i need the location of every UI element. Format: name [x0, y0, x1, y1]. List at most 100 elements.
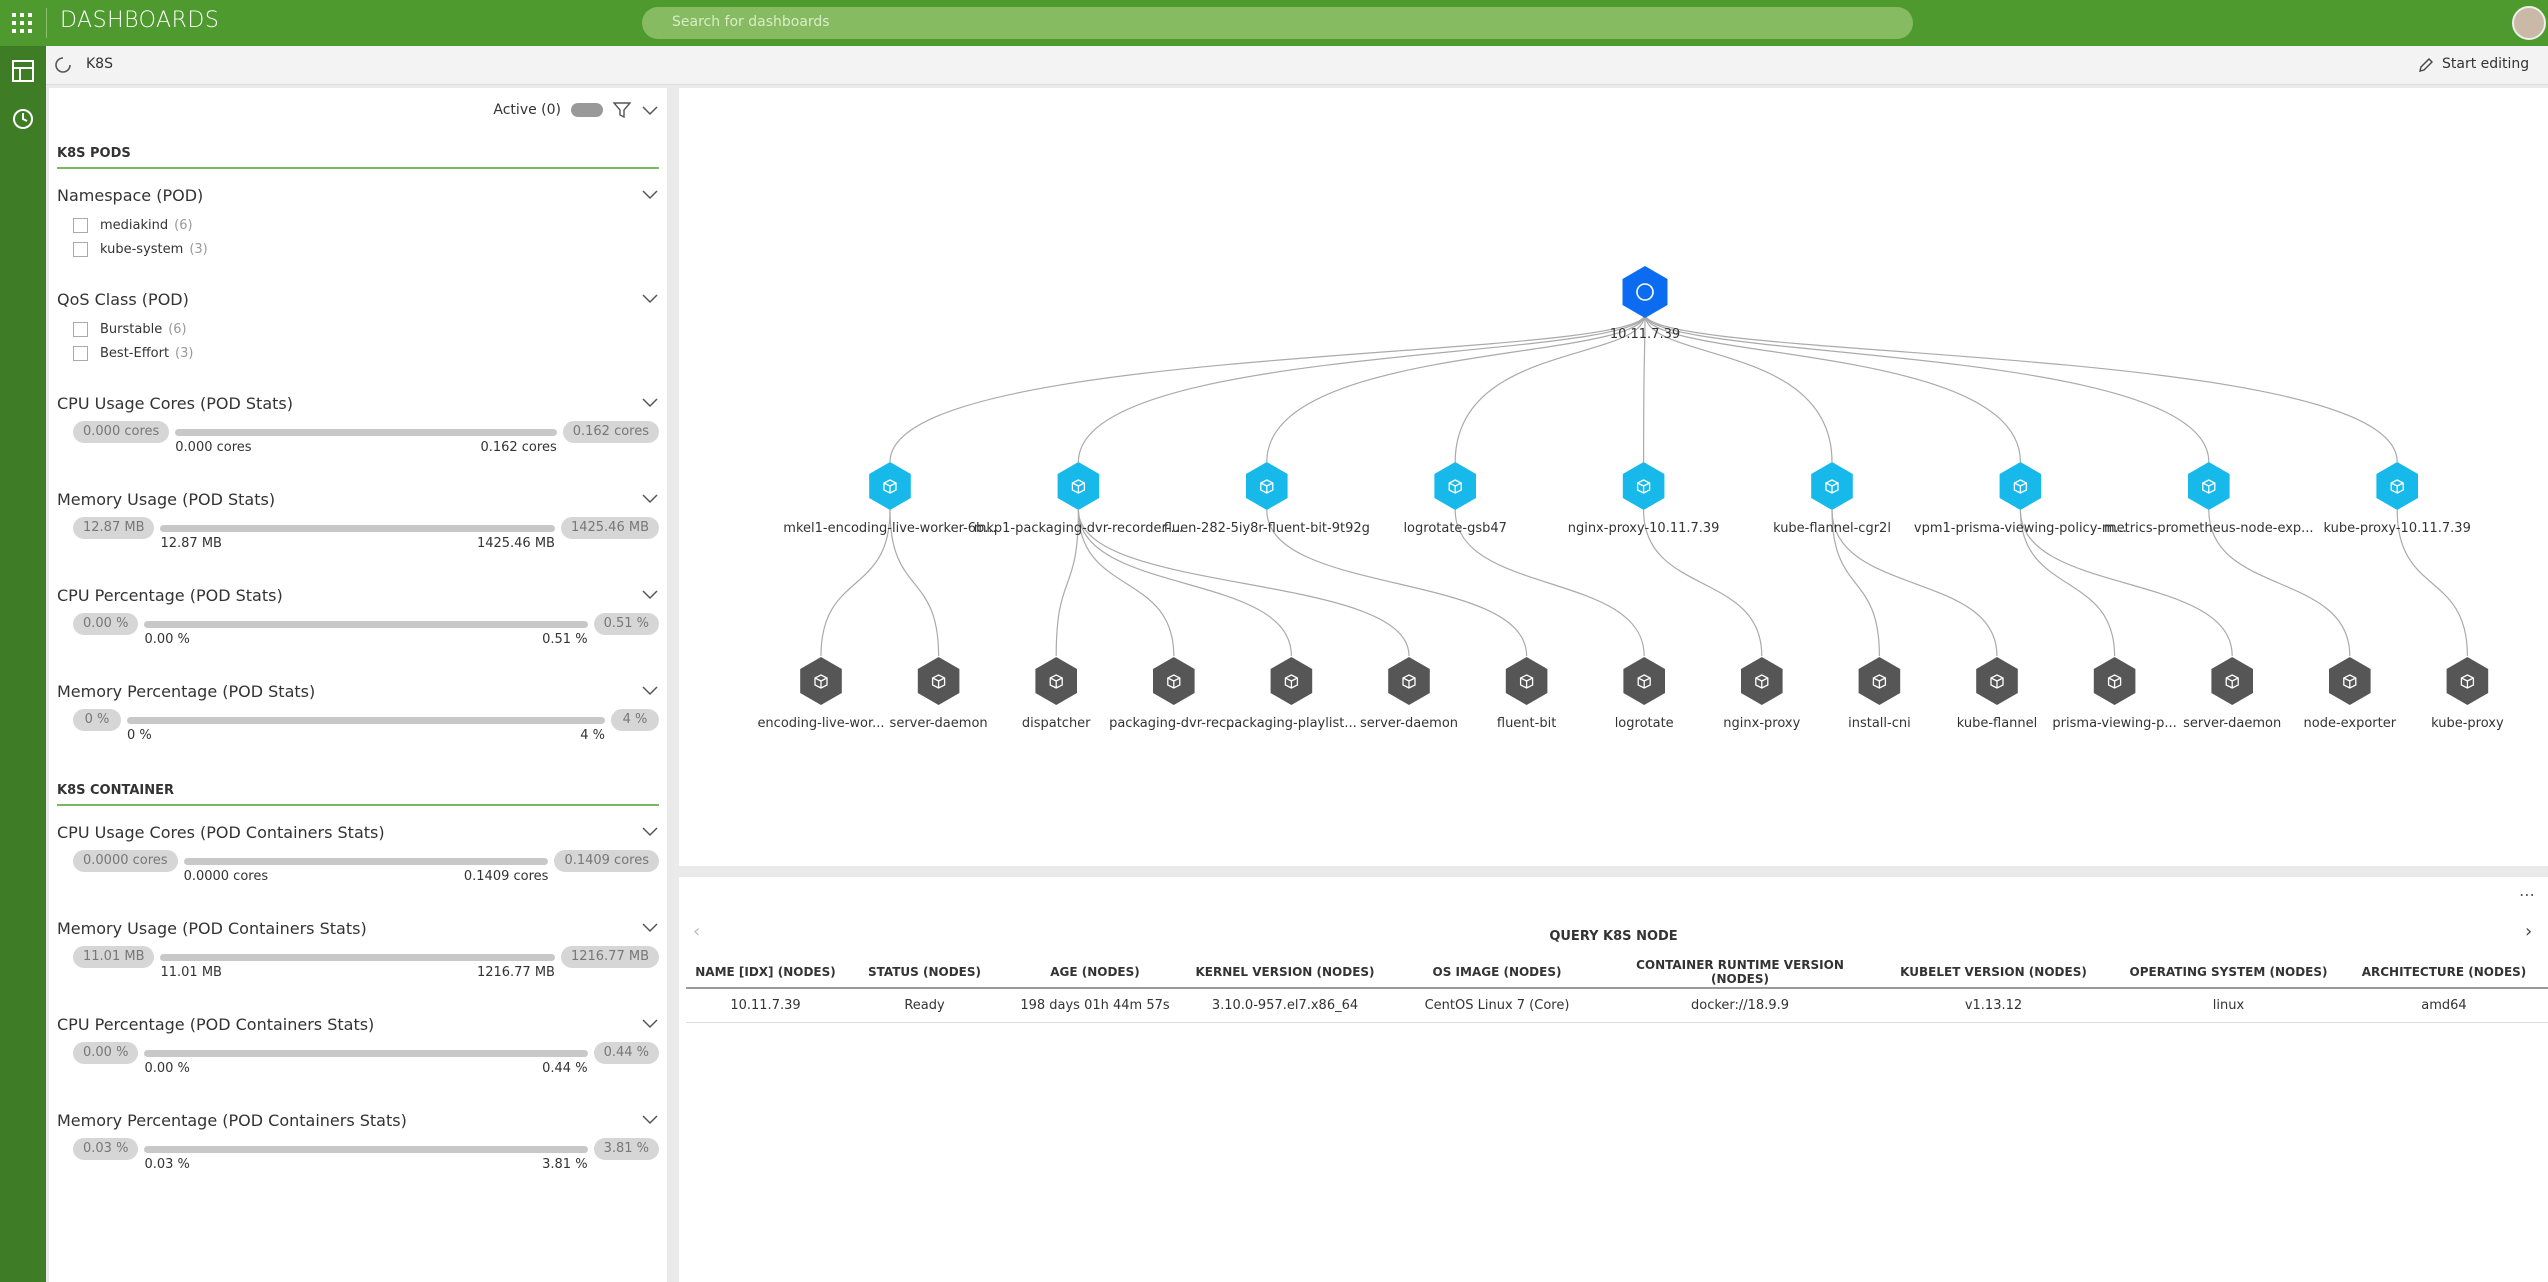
filter-group: Memory Usage (POD Containers Stats) 11.01… — [57, 910, 659, 1006]
pod-label: fluen-282-5iy8r-fluent-bit-9t92g — [1164, 521, 1370, 536]
slider-track: 0.0000 cores 0.1409 cores — [183, 850, 549, 884]
chevron[interactable] — [641, 921, 659, 935]
option-count: (6) — [174, 217, 193, 233]
next-arrow[interactable]: › — [2525, 921, 2533, 942]
chevron[interactable] — [641, 825, 659, 839]
apps-icon[interactable] — [12, 13, 32, 33]
range-slider: 0.00 % 0.00 % 0.44 % 0.44 % — [57, 1042, 659, 1076]
slider-bar — [144, 1050, 588, 1057]
toggle[interactable] — [571, 103, 603, 117]
container-node[interactable]: server-daemon — [890, 657, 988, 731]
container-node[interactable]: nginx-proxy — [1723, 657, 1801, 731]
chevron[interactable] — [641, 292, 659, 306]
container-node[interactable]: packaging-dvr-rec... — [1109, 657, 1239, 731]
filter-group: CPU Usage Cores (POD Stats) 0.000 cores 0.… — [57, 385, 659, 481]
pod-node[interactable]: logrotate-gsb47 — [1403, 462, 1507, 536]
max-label: 0.1409 cores — [463, 869, 549, 884]
pod-node[interactable]: kube-proxy-10.11.7.39 — [2324, 462, 2471, 536]
column-header: STATUS (NODES) — [845, 957, 1004, 989]
edge — [1643, 509, 1763, 657]
max-box: 1216.77 MB — [560, 946, 659, 968]
search-box[interactable]: Search for dashboards — [642, 7, 1913, 39]
container-node[interactable]: logrotate — [1615, 657, 1674, 731]
edge — [1643, 313, 1646, 463]
more-icon[interactable]: ⋯ — [2519, 885, 2535, 904]
container-node[interactable]: install-cni — [1848, 657, 1911, 731]
chevron[interactable] — [641, 188, 659, 202]
filter-icon[interactable] — [613, 102, 631, 118]
collapse-icon[interactable] — [641, 102, 659, 118]
cube-icon — [2202, 479, 2216, 494]
option-count: (3) — [175, 345, 194, 361]
min-box: 11.01 MB — [73, 946, 155, 968]
container-node[interactable]: server-daemon — [2183, 657, 2281, 731]
edit-icon[interactable] — [2418, 57, 2434, 73]
filter-toolbar: Active (0) — [57, 88, 659, 132]
slider-bar — [175, 429, 557, 436]
container-node[interactable]: encoding-live-wor... — [757, 657, 885, 731]
edge — [1266, 313, 1646, 463]
chevron[interactable] — [641, 492, 659, 506]
slider-track: 11.01 MB 1216.77 MB — [160, 946, 555, 980]
option[interactable]: Best-Effort (3) — [57, 341, 659, 365]
group-header: Memory Usage (POD Containers Stats) — [57, 910, 659, 946]
option[interactable]: kube-system (3) — [57, 237, 659, 261]
pod-node[interactable]: vpm1-prisma-viewing-policy-m... — [1914, 462, 2127, 536]
cube-icon — [1402, 674, 1416, 689]
container-node[interactable]: node-exporter — [2304, 657, 2397, 731]
cube-icon — [2107, 674, 2122, 689]
cube-icon — [2013, 479, 2028, 494]
history-icon[interactable] — [12, 108, 34, 130]
group-title: Memory Usage (POD Containers Stats) — [57, 918, 367, 938]
column-header: AGE (NODES) — [1004, 957, 1186, 989]
edge — [2396, 509, 2468, 657]
container-node[interactable]: packaging-playlist... — [1226, 657, 1357, 731]
edge — [820, 509, 891, 657]
container-label: logrotate — [1615, 716, 1674, 731]
chevron[interactable] — [641, 1113, 659, 1127]
checkbox — [73, 241, 88, 257]
prev-arrow[interactable]: ‹ — [693, 921, 701, 942]
refresh-icon[interactable] — [54, 56, 72, 74]
pod-node[interactable]: kube-flannel-cgr2l — [1773, 462, 1891, 536]
table-cell: 10.11.7.39 — [686, 988, 845, 1023]
edge — [1644, 313, 2398, 463]
option[interactable]: mediakind (6) — [57, 213, 659, 237]
checkbox — [73, 345, 88, 361]
graph-panel: 10.11.7.39 mkel1-encoding-live-worker-6b.… — [679, 88, 2548, 866]
max-box: 1425.46 MB — [560, 517, 659, 539]
cube-icon — [1637, 674, 1651, 689]
chevron[interactable] — [641, 588, 659, 602]
pod-node[interactable]: mkel1-encoding-live-worker-6b... — [783, 462, 997, 536]
cube-icon — [2225, 674, 2239, 689]
chevron[interactable] — [641, 396, 659, 410]
edge — [1055, 509, 1079, 657]
avatar[interactable] — [2512, 6, 2546, 40]
option[interactable]: Burstable (6) — [57, 317, 659, 341]
root-node: 10.11.7.39 — [1610, 266, 1680, 342]
container-node[interactable]: prisma-viewing-p... — [2052, 657, 2177, 731]
container-node[interactable]: kube-flannel — [1957, 657, 2038, 731]
table-cell: linux — [2117, 988, 2340, 1023]
cube-icon — [1519, 674, 1534, 689]
container-node[interactable]: kube-proxy — [2431, 657, 2504, 731]
chevron[interactable] — [641, 684, 659, 698]
pod-node[interactable]: metrics-prometheus-node-exp... — [2104, 462, 2314, 536]
slider-track: 0.00 % 0.51 % — [144, 613, 588, 647]
dashboards-icon[interactable] — [12, 60, 34, 82]
chevron[interactable] — [641, 1017, 659, 1031]
pod-node[interactable]: mkp1-packaging-dvr-recorder-... — [974, 462, 1183, 536]
group-title: Memory Percentage (POD Containers Stats) — [57, 1110, 407, 1130]
container-node[interactable]: server-daemon — [1360, 657, 1458, 731]
group-title: Memory Usage (POD Stats) — [57, 489, 276, 509]
header-row: NAME [IDX] (NODES) STATUS (NODES) AGE (NOD… — [686, 957, 2548, 989]
container-node[interactable]: fluent-bit — [1497, 657, 1556, 731]
container-node[interactable]: dispatcher — [1022, 657, 1091, 731]
pod-node[interactable]: nginx-proxy-10.11.7.39 — [1568, 462, 1720, 536]
container-label: fluent-bit — [1497, 716, 1556, 731]
pod-node[interactable]: fluen-282-5iy8r-fluent-bit-9t92g — [1164, 462, 1370, 536]
start-editing[interactable]: Start editing — [2442, 56, 2530, 72]
slider-labels: 0 % 4 % — [127, 728, 605, 743]
option-count: (3) — [189, 241, 208, 257]
